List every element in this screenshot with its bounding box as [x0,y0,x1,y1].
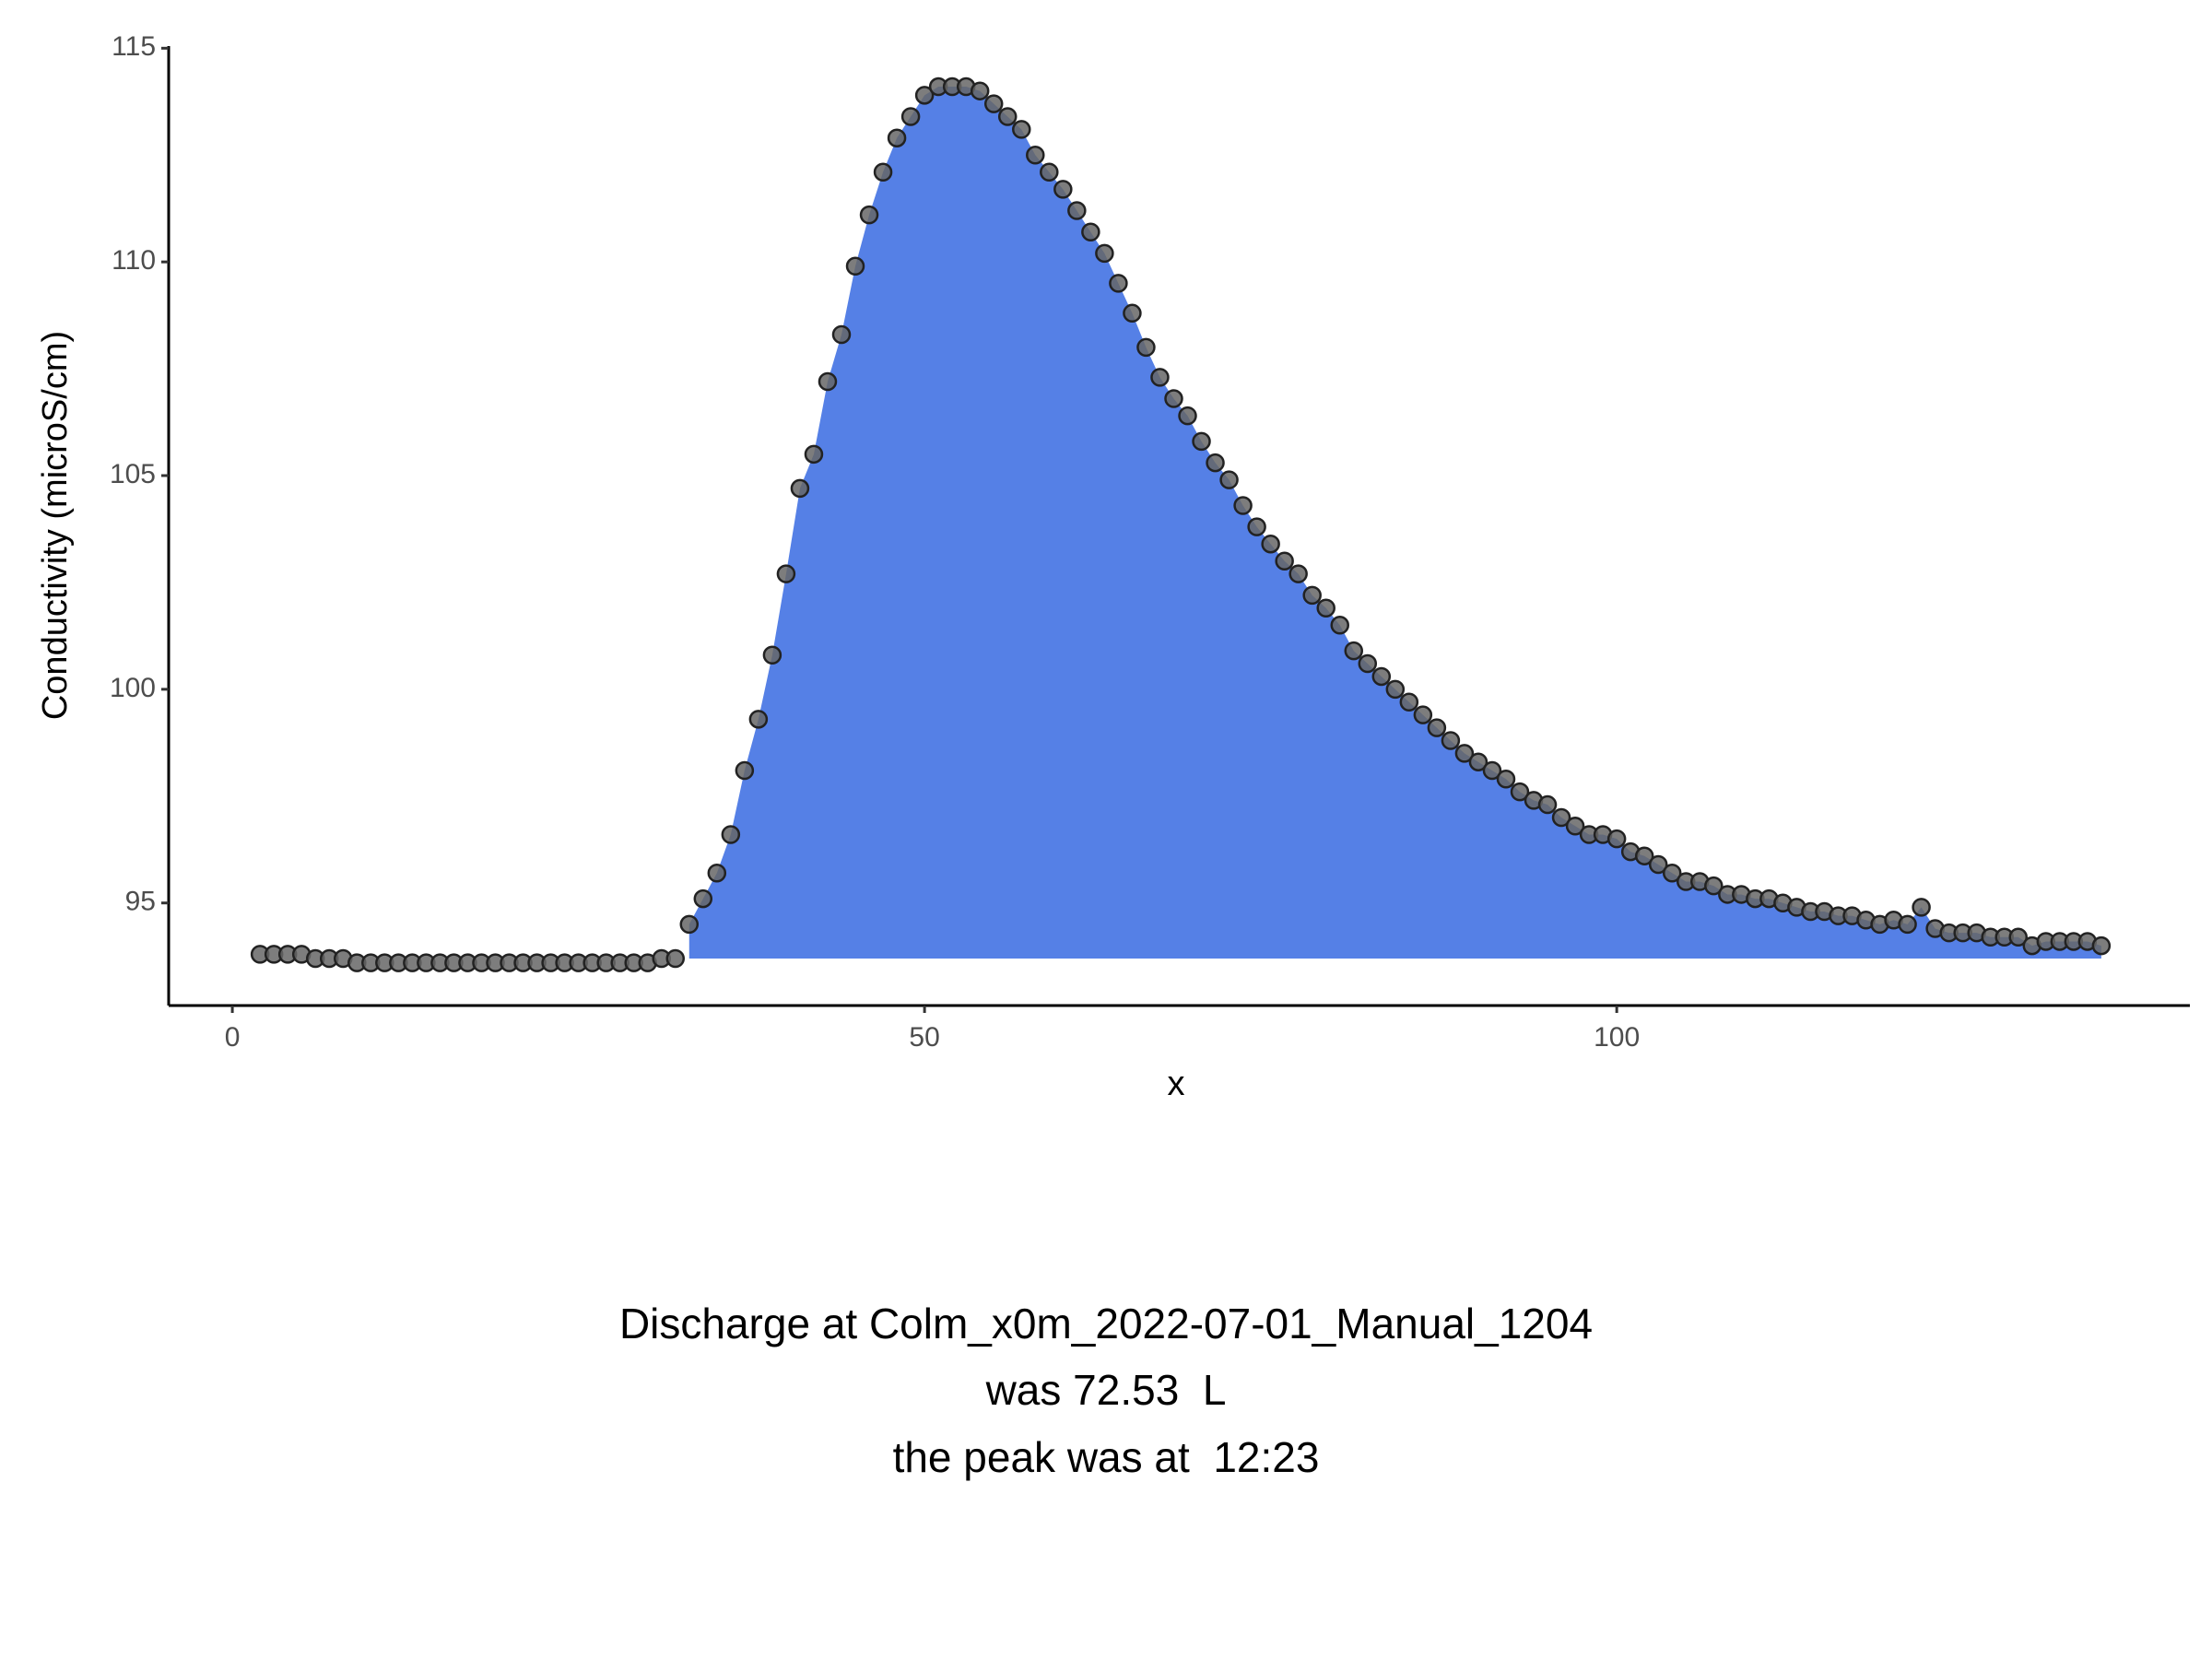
data-point [1067,201,1087,220]
data-point [1648,854,1668,875]
y-tick-label: 115 [112,31,156,62]
data-point [1219,470,1239,489]
data-point [1662,864,1682,883]
area-fill [688,87,2101,959]
data-point [790,478,810,499]
data-point [1441,731,1461,750]
data-point [1302,585,1322,606]
data-point [776,564,796,583]
data-point [1385,679,1406,700]
data-point [1482,760,1502,781]
y-tick-label: 95 [125,887,156,917]
data-point [1912,898,1931,917]
data-point [665,948,686,969]
y-tick-label: 110 [112,245,156,276]
data-point [707,864,727,883]
data-point [1565,816,1585,836]
caption-line: was 72.53 L [985,1366,1227,1414]
data-point [1164,389,1183,408]
data-point [1288,564,1308,583]
data-point [679,914,700,935]
data-point [1192,431,1211,452]
data-point [693,888,713,909]
data-point [1454,744,1475,763]
data-point [1053,180,1073,199]
data-point [1606,829,1627,849]
x-axis-title: x [1168,1065,1185,1103]
data-point [1233,496,1253,515]
data-point [1081,222,1100,241]
data-point [831,324,852,345]
data-point [1371,666,1392,687]
data-point [1109,274,1128,293]
data-point [983,94,1004,113]
data-point [1247,517,1266,536]
data-point [804,444,824,465]
data-point [1427,718,1447,737]
data-point [1275,551,1294,571]
data-point [1026,145,1045,165]
data-point [900,107,921,126]
data-point [1150,368,1170,387]
data-point [1095,243,1114,264]
data-point [1012,120,1031,139]
data-point [2008,927,2028,947]
data-point [997,107,1018,126]
data-point [859,205,879,225]
data-point [1123,303,1142,324]
data-point [1510,782,1530,802]
data-point [1330,616,1349,635]
data-point [1704,876,1724,896]
data-point [1206,453,1225,473]
y-axis-title: Conductivity (microS/cm) [36,331,75,720]
data-point [748,710,769,729]
data-point [1316,598,1335,618]
data-point [1898,914,1917,935]
x-tick-label: 100 [1594,1022,1640,1053]
x-tick-label: 0 [225,1022,241,1053]
data-point [2091,935,2112,956]
data-point [1551,807,1571,828]
data-point [1358,653,1378,674]
data-point [970,81,990,100]
data-point [1496,769,1516,789]
data-point [735,760,755,781]
data-point [1399,692,1419,712]
data-point [1261,534,1280,554]
data-point [1468,752,1488,771]
y-tick-label: 100 [110,673,156,703]
data-point [845,256,865,276]
caption-line: the peak was at 12:23 [893,1433,1320,1481]
data-point [1634,846,1654,865]
data-point [1344,641,1364,661]
data-point [1040,162,1059,182]
y-tick-label: 105 [110,459,156,489]
x-tick-label: 50 [909,1022,939,1053]
data-point [1413,705,1433,724]
data-point [762,645,782,665]
data-point [1537,794,1558,815]
data-point [1136,337,1156,358]
caption-line: Discharge at Colm_x0m_2022-07-01_Manual_… [619,1300,1593,1347]
data-point [873,162,893,182]
data-point [721,825,741,844]
data-point [818,371,838,392]
data-point [1178,406,1197,426]
data-point [887,128,907,147]
data-point [914,86,935,105]
